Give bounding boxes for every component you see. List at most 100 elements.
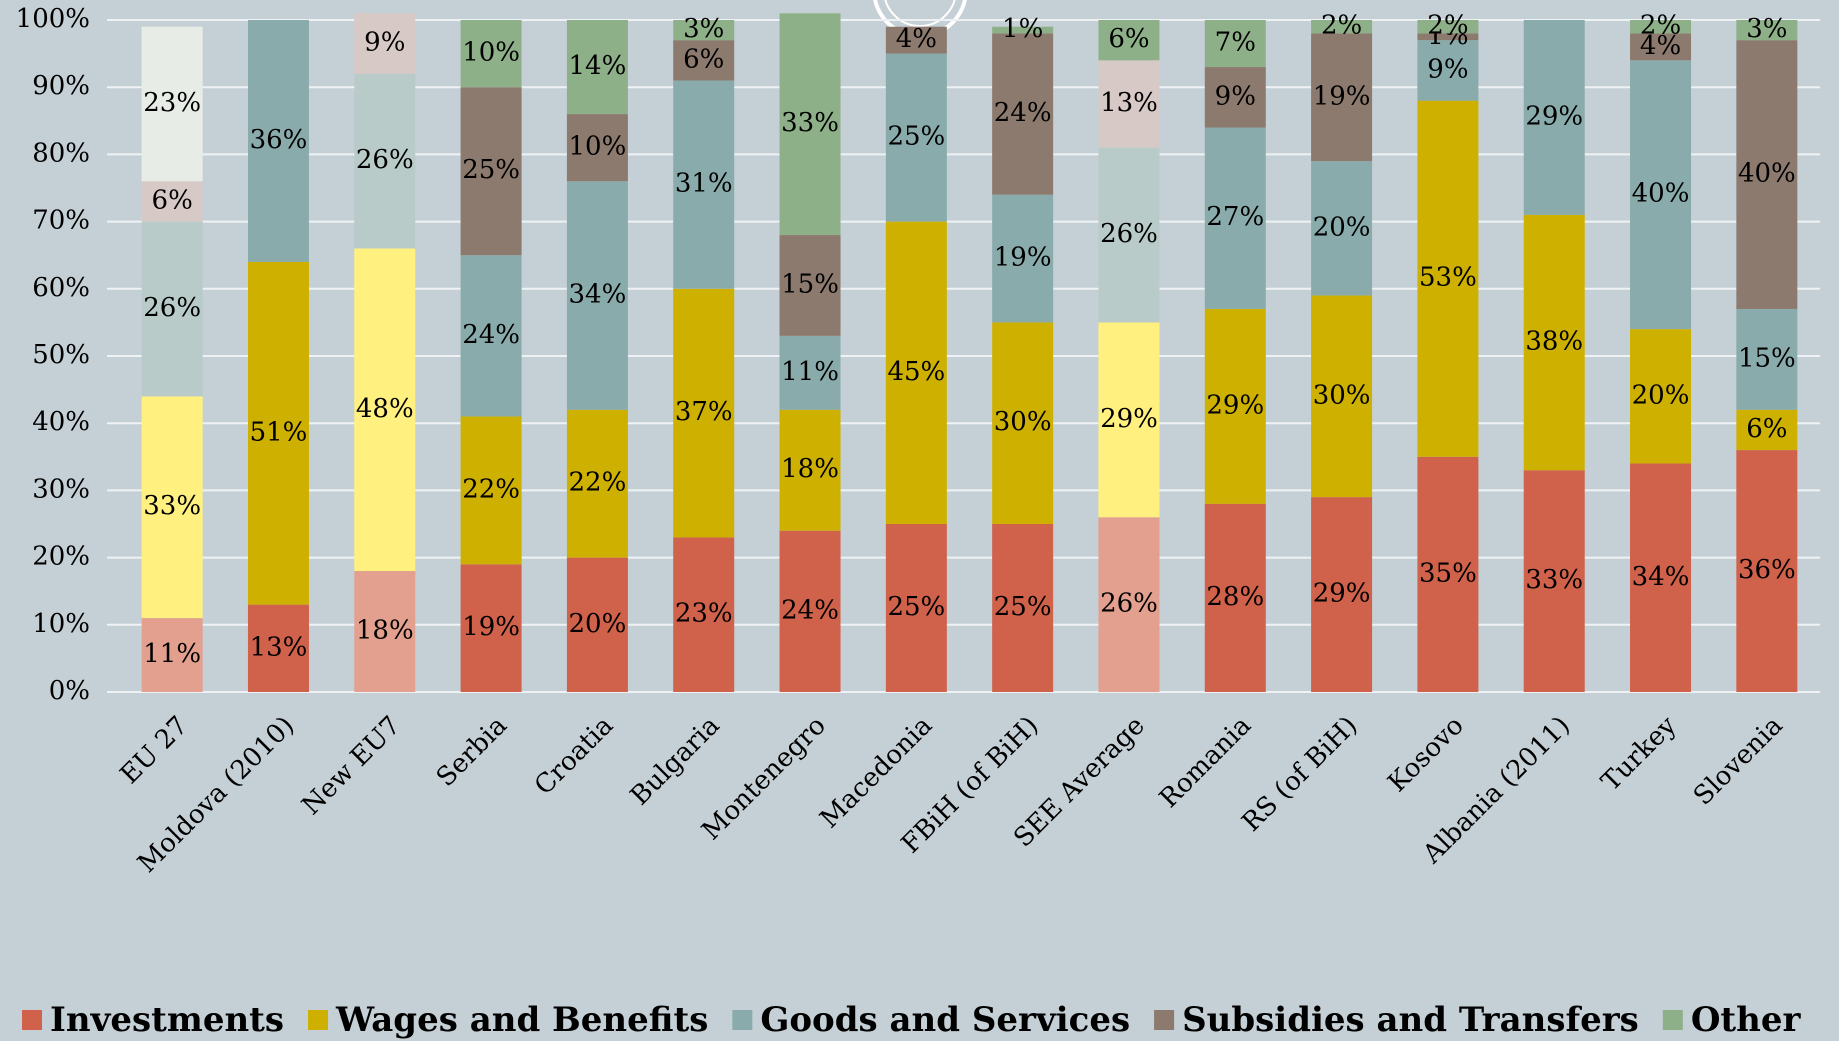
bar-segment: [1417, 100, 1479, 457]
bar-segment: [1098, 147, 1160, 323]
data-label: 19%: [994, 243, 1052, 273]
bar-segment: [1736, 20, 1798, 41]
data-label: 51%: [250, 417, 308, 447]
data-label: 29%: [1100, 404, 1158, 434]
bar-segment: [673, 40, 735, 81]
data-label: 18%: [356, 616, 414, 646]
data-label: 23%: [675, 599, 733, 629]
bar-segment: [460, 20, 522, 88]
bar-segment: [141, 618, 203, 692]
bar-segment: [566, 114, 628, 182]
bar-segment: [1311, 497, 1373, 692]
data-label: 29%: [1206, 390, 1264, 420]
data-label: 40%: [1738, 159, 1796, 189]
data-label: 25%: [462, 155, 520, 185]
data-label: 6%: [152, 185, 193, 215]
bar-segment: [247, 604, 309, 692]
data-label: 6%: [1746, 414, 1787, 444]
y-tick-label: 20%: [32, 542, 90, 572]
y-tick-label: 0%: [49, 676, 90, 706]
bar-segment: [1736, 40, 1798, 309]
data-label: 34%: [1632, 562, 1690, 592]
data-label: 15%: [1738, 343, 1796, 373]
bar-segment: [247, 261, 309, 605]
data-label: 26%: [1100, 219, 1158, 249]
data-label: 2%: [1640, 11, 1681, 41]
data-label: 3%: [1746, 14, 1787, 44]
bar-segment: [1630, 20, 1692, 34]
legend-swatch: [1662, 1010, 1683, 1030]
bar-segment: [566, 181, 628, 410]
data-label: 14%: [569, 51, 627, 81]
data-label: 29%: [1313, 579, 1371, 609]
bar-segment: [247, 20, 309, 262]
data-label: 19%: [462, 612, 520, 642]
bar-segment: [1630, 33, 1692, 61]
data-label: 6%: [683, 44, 724, 74]
data-label: 26%: [143, 293, 201, 323]
data-label: 20%: [569, 609, 627, 639]
bar-segment: [1523, 470, 1585, 692]
data-label: 10%: [569, 132, 627, 162]
data-label: 11%: [781, 357, 839, 387]
legend-label: Other: [1691, 1000, 1802, 1040]
bar-segment: [460, 564, 522, 692]
data-label: 22%: [569, 468, 627, 498]
bar-segment: [566, 557, 628, 692]
bar-segment: [1417, 20, 1479, 34]
bar-segment: [779, 13, 841, 236]
bar-segment: [992, 524, 1054, 692]
bar-segment: [1204, 308, 1266, 504]
data-label: 1%: [1002, 14, 1043, 44]
data-label: 24%: [781, 595, 839, 625]
bar-segment: [779, 530, 841, 692]
y-tick-label: 50%: [32, 340, 90, 370]
data-label: 29%: [1525, 101, 1583, 131]
bar-segment: [885, 524, 947, 692]
data-label: 4%: [896, 24, 937, 54]
data-label: 40%: [1632, 179, 1690, 209]
data-label: 6%: [1108, 24, 1149, 54]
legend-label: Subsidies and Transfers: [1182, 1000, 1639, 1040]
data-label: 27%: [1206, 202, 1264, 232]
bar-segment: [992, 26, 1054, 34]
decoration: [884, 0, 956, 27]
y-tick-label: 100%: [16, 4, 90, 34]
data-label: 9%: [364, 28, 405, 58]
bar-segment: [1736, 450, 1798, 692]
data-label: 36%: [250, 125, 308, 155]
bar-segment: [992, 194, 1054, 323]
data-label: 2%: [1321, 11, 1362, 41]
bar-segment: [1417, 40, 1479, 101]
legend-label: Wages and Benefits: [335, 1000, 708, 1040]
bar-segment: [1311, 295, 1373, 498]
legend-swatch: [1154, 1010, 1175, 1030]
bar-segment: [992, 322, 1054, 524]
bar-segment: [673, 20, 735, 41]
data-label: 30%: [1313, 380, 1371, 410]
data-label: 23%: [143, 88, 201, 118]
bar-segment: [141, 396, 203, 619]
data-label: 13%: [250, 632, 308, 662]
y-tick-label: 80%: [32, 138, 90, 168]
bar-segment: [1523, 214, 1585, 471]
legend-swatch: [22, 1010, 42, 1030]
bar-segment: [566, 20, 628, 115]
bar-segment: [1417, 456, 1479, 692]
bar-segment: [885, 221, 947, 524]
legend-label: Goods and Services: [760, 1000, 1130, 1040]
bar-segment: [1204, 503, 1266, 692]
data-label: 20%: [1313, 212, 1371, 242]
bar-segment: [673, 80, 735, 289]
data-label: 11%: [143, 639, 201, 669]
bar-segment: [1311, 33, 1373, 162]
bar-segment: [1417, 33, 1479, 41]
data-label: 24%: [994, 98, 1052, 128]
data-label: 9%: [1215, 81, 1256, 111]
bar-segment: [673, 288, 735, 538]
bar-segment: [566, 409, 628, 558]
bar-segment: [992, 33, 1054, 195]
bar-segment: [1630, 329, 1692, 464]
bar-segment: [354, 13, 416, 74]
